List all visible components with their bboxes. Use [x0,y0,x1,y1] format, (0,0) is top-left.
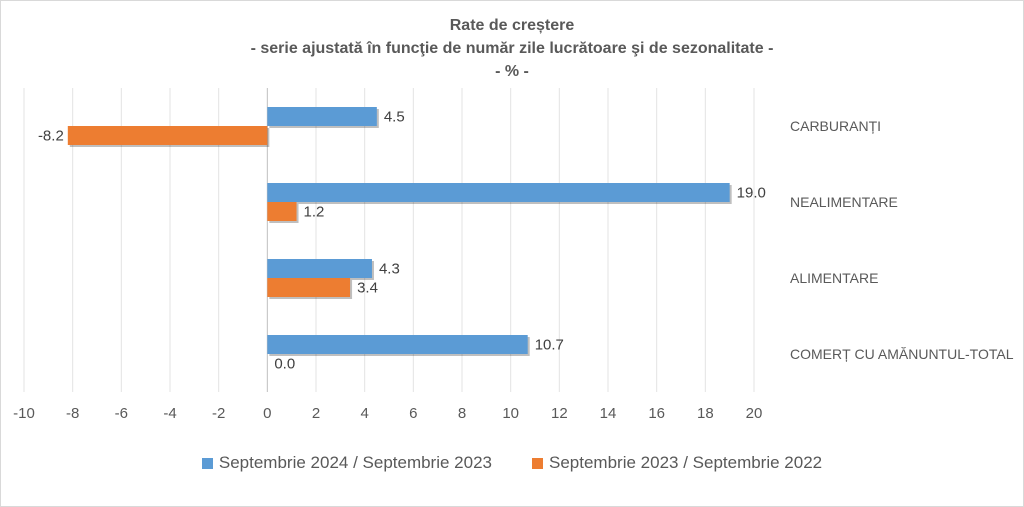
category-label: CARBURANȚI [790,118,881,134]
data-label: 0.0 [274,356,295,373]
legend-item-series-2: Septembrie 2023 / Septembrie 2022 [532,453,822,473]
legend: Septembrie 2024 / Septembrie 2023 Septem… [0,453,1024,473]
bar [267,259,372,278]
chart-unit: - % - [495,63,529,80]
x-tick-label: 10 [502,405,519,422]
data-label: 10.7 [535,337,564,354]
data-label: -8.2 [38,128,64,145]
x-tick-label: 8 [458,405,466,422]
legend-label-series-1: Septembrie 2024 / Septembrie 2023 [218,453,492,472]
legend-item-series-1: Septembrie 2024 / Septembrie 2023 [201,453,492,473]
bar [267,107,377,126]
legend-label-series-2: Septembrie 2023 / Septembrie 2022 [549,453,823,472]
bar [67,126,268,145]
x-tick-label: 0 [263,405,271,422]
x-tick-label: 16 [648,405,665,422]
data-label: 4.3 [379,261,400,278]
x-tick-label: 14 [600,405,617,422]
category-label: ALIMENTARE [790,270,878,286]
x-tick-label: -10 [13,405,35,422]
category-label: COMERȚ CU AMĂNUNTUL-TOTAL [790,346,1014,362]
chart-subtitle: - serie ajustată în funcţie de număr zil… [250,40,774,57]
bar [267,335,528,354]
bar [267,183,730,202]
x-tick-label: 2 [312,405,320,422]
x-tick-label: 4 [360,405,368,422]
x-tick-label: -4 [163,405,176,422]
data-label: 4.5 [384,109,405,126]
category-label: NEALIMENTARE [790,194,898,210]
legend-swatch-series-2 [532,457,543,469]
x-tick-label: -2 [212,405,225,422]
data-label: 3.4 [357,280,378,297]
x-tick-label: 20 [746,405,763,422]
x-tick-label: -8 [66,405,79,422]
chart-title: Rate de creștere [449,17,575,34]
bar [267,202,297,221]
data-label: 19.0 [737,185,766,202]
x-tick-label: 18 [697,405,714,422]
x-tick-label: 6 [409,405,417,422]
chart-title-block: Rate de creștere - serie ajustată în fun… [0,14,1024,83]
bar [267,278,351,297]
x-tick-label: -6 [115,405,128,422]
x-tick-label: 12 [551,405,568,422]
data-label: 1.2 [304,204,325,221]
legend-swatch-series-1 [201,457,213,469]
